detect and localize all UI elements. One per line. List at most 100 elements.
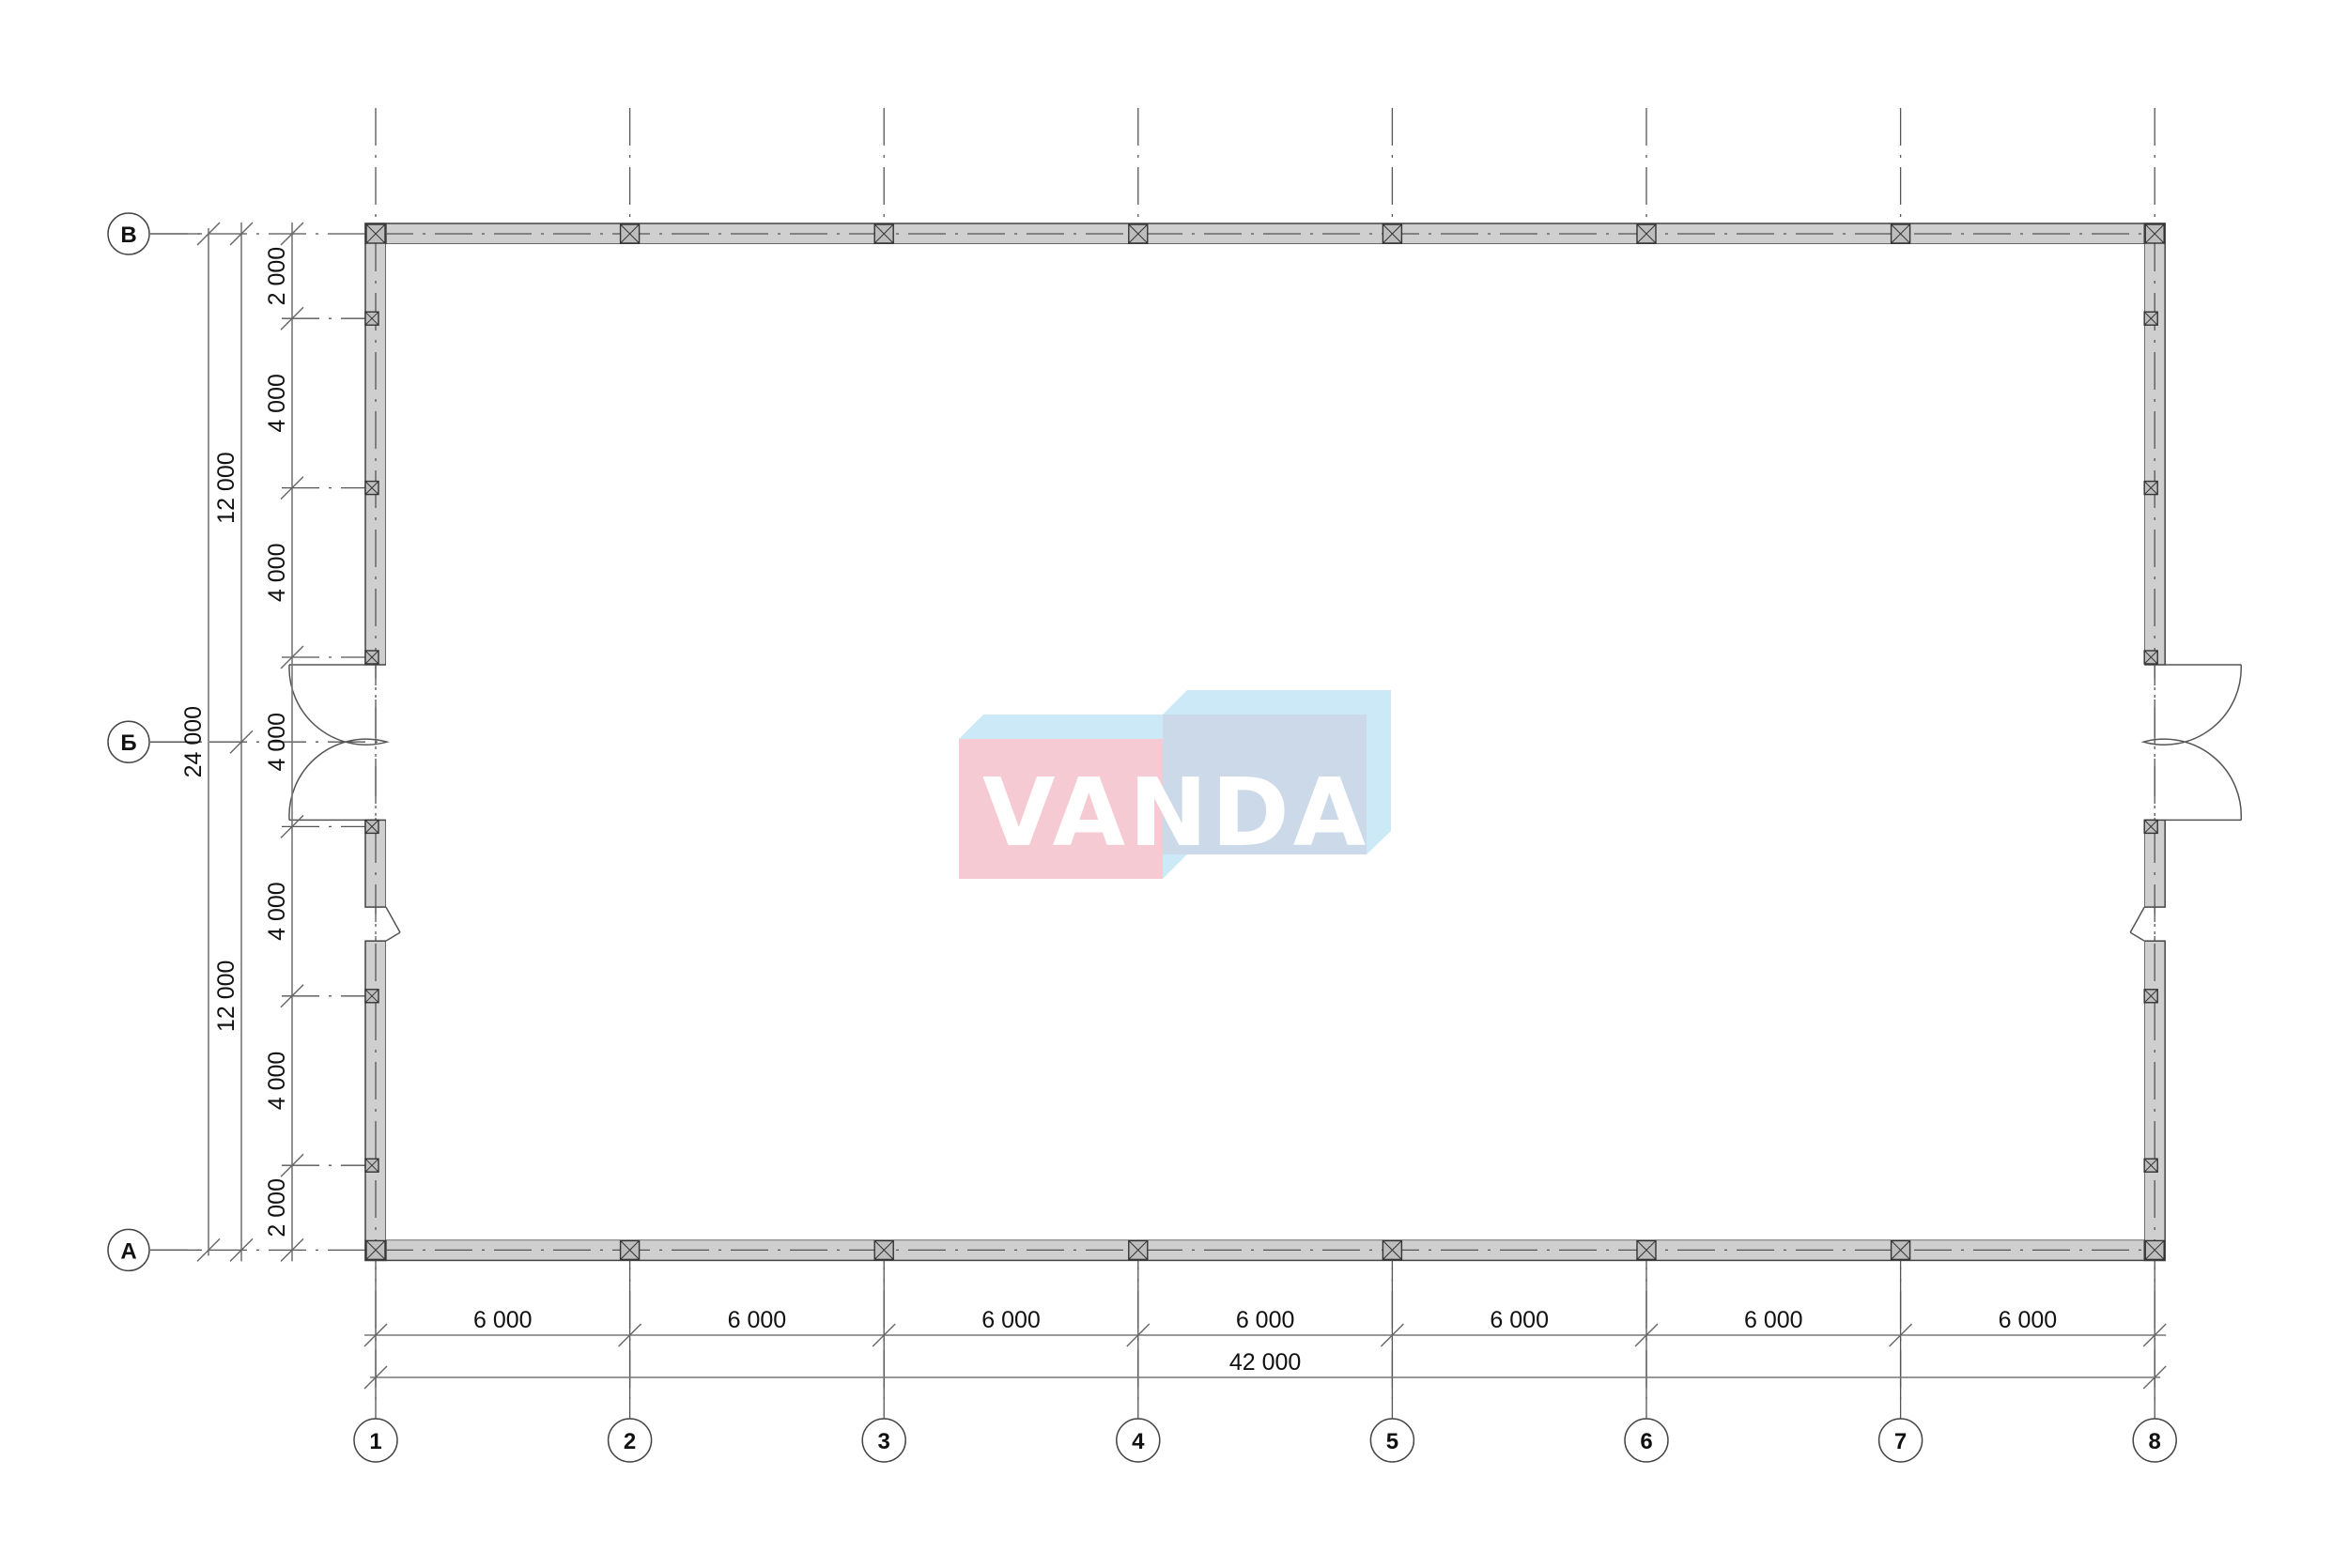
dimension-label: 4 000 [264, 1052, 290, 1111]
small-door-swing-arc [2129, 931, 2145, 942]
dimensions: 6 000 6 000 6 000 6 000 6 000 6 000 6 000 42 00… [180, 222, 2167, 1390]
logo-pink-box [959, 739, 1163, 879]
column-cross-icon [365, 1240, 386, 1260]
column-cross-icon [1891, 1240, 1910, 1260]
row-axis-bubble [107, 1228, 150, 1272]
column-cross-icon [364, 650, 379, 665]
column-cross-icon [2143, 650, 2158, 665]
dimension-tick [229, 730, 254, 754]
dimension-tick [363, 1365, 388, 1390]
dimension-label: 12 000 [213, 452, 239, 523]
dimension-tick [1634, 1323, 1659, 1347]
dimension-label-total: 24 000 [180, 706, 207, 777]
column-axis-label: 2 [624, 1429, 636, 1454]
column-cross-icon [2144, 223, 2165, 244]
column-axis-bubble [353, 1418, 398, 1463]
column-axis-label: 4 [1132, 1429, 1145, 1454]
column-cross-icon [873, 223, 894, 244]
dimension-tick [229, 1237, 254, 1262]
column-cross-icon [1383, 1240, 1402, 1260]
dimension-label: 6 000 [1744, 1307, 1803, 1333]
dimension-tick [280, 222, 304, 246]
column-axis-bubble [1116, 1418, 1161, 1463]
dimension-label: 4 000 [264, 713, 290, 772]
dimension-tick [363, 1323, 388, 1347]
dimension-tick [2142, 1323, 2167, 1347]
column-axis-bubble [861, 1418, 906, 1463]
column-cross-icon [1636, 1240, 1657, 1260]
column-cross-icon [1128, 223, 1149, 244]
column-cross-icon [1891, 223, 1910, 244]
column-cross-icon [1636, 223, 1657, 244]
column-cross-icon [2143, 820, 2158, 834]
logo-blue-box [1163, 715, 1367, 854]
column-axis-bubble [1877, 1418, 1923, 1463]
column-cross-icon [620, 223, 640, 244]
small-door-leaf [2129, 906, 2145, 933]
dimension-label: 6 000 [473, 1307, 533, 1333]
column-cross-icon [364, 311, 379, 326]
dimension-label: 6 000 [728, 1307, 787, 1333]
dimension-tick [196, 222, 221, 246]
dimension-tick [280, 645, 304, 669]
dimension-tick [280, 814, 304, 838]
column-cross-icon [364, 820, 379, 834]
dimension-tick [1126, 1323, 1151, 1347]
dimension-label: 2 000 [264, 1178, 290, 1237]
column-axis-label: 7 [1894, 1429, 1907, 1454]
dimension-tick [280, 1153, 304, 1177]
logo-text: VANDA [982, 758, 1369, 868]
row-axis-label: Б [120, 730, 136, 756]
dimension-label: 12 000 [213, 961, 239, 1032]
dimension-label: 2 000 [264, 247, 290, 306]
row-axis-label: В [120, 223, 136, 248]
column-axis-label: 1 [369, 1429, 381, 1454]
double-door-swing-arc [288, 664, 390, 821]
column-axis-label: 3 [878, 1429, 890, 1454]
column-axis-bubble [1624, 1418, 1669, 1463]
dimension-tick [196, 1237, 221, 1262]
column-cross-icon [1128, 1240, 1149, 1260]
row-axis-label: А [120, 1238, 136, 1264]
column-cross-icon [2143, 1158, 2158, 1173]
vanda-watermark-logo: VANDA [959, 690, 1391, 879]
column-cross-icon [364, 481, 379, 495]
logo-top-face [959, 715, 1163, 739]
column-cross-icon [2143, 989, 2158, 1004]
dimension-label: 4 000 [264, 374, 290, 433]
dimension-tick [280, 984, 304, 1008]
row-axis-bubble [107, 720, 150, 763]
dimension-label: 4 000 [264, 882, 290, 941]
doors [288, 664, 2242, 942]
dimension-tick [1889, 1323, 1913, 1347]
column-cross-icon [364, 989, 379, 1004]
column-axis-bubble [1369, 1418, 1415, 1463]
dimension-tick [1380, 1323, 1404, 1347]
column-cross-icon [1383, 223, 1402, 244]
column-cross-icon [620, 1240, 640, 1260]
small-door-leaf [385, 906, 401, 933]
dimension-tick [229, 222, 254, 246]
dimension-tick [872, 1323, 896, 1347]
small-door-swing-arc [385, 931, 401, 942]
dimension-tick [280, 1237, 304, 1262]
double-door-swing-arc [2140, 664, 2242, 821]
row-axis-bubble [107, 212, 150, 255]
dimension-label: 6 000 [981, 1307, 1041, 1333]
column-cross-icon [365, 223, 386, 244]
dimension-tick [280, 476, 304, 500]
column-axis-label: 8 [2149, 1429, 2161, 1454]
column-axis-label: 6 [1640, 1429, 1652, 1454]
column-axis-bubble [2132, 1418, 2177, 1463]
column-cross-icon [2144, 1240, 2165, 1260]
column-cross-icon [2143, 311, 2158, 326]
dimension-label: 6 000 [1999, 1307, 2058, 1333]
column-cross-icon [873, 1240, 894, 1260]
dimension-label: 6 000 [1490, 1307, 1549, 1333]
column-cross-icon [2143, 481, 2158, 495]
dimension-tick [280, 306, 304, 331]
dimension-label: 4 000 [264, 544, 290, 603]
columns [364, 223, 2165, 1261]
column-cross-icon [364, 1158, 379, 1173]
